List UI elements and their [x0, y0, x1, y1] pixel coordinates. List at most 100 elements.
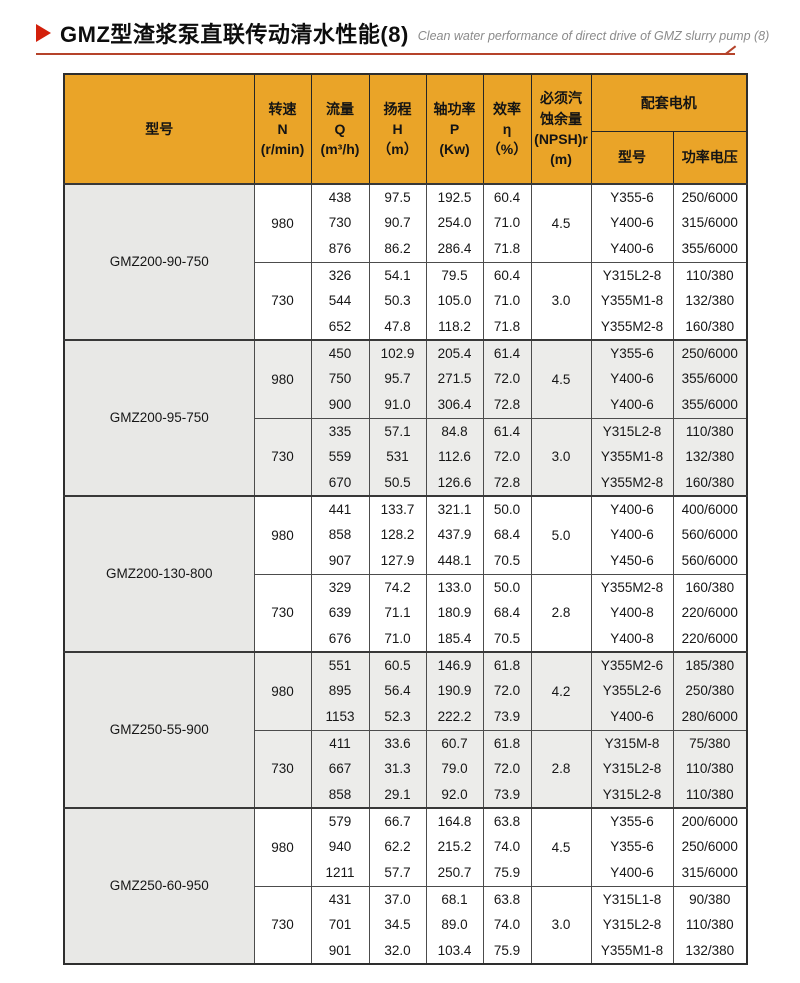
- motor-power-voltage-cell: 355/6000: [672, 236, 748, 262]
- head-cell: 91.0: [368, 392, 427, 418]
- table-row: 730 329 74.2 133.0 50.0 2.8 Y355M2-8 160/380: [64, 573, 748, 652]
- flow-cell: 438: [310, 183, 370, 210]
- motor-model-cell: Y355-6: [590, 834, 674, 860]
- npsh-cell: 2.8: [530, 729, 592, 808]
- table-row: 730 335 57.1 84.8 61.4 3.0 Y315L2-8 110/380: [64, 417, 748, 496]
- model-cell: GMZ250-55-900: [63, 651, 255, 808]
- table-row: 858 128.2 437.9 68.4 Y400-6 560/6000: [64, 522, 748, 548]
- table-row: 730 90.7 254.0 71.0 Y400-6 315/6000: [64, 210, 748, 236]
- motor-power-voltage-cell: 132/380: [672, 288, 748, 314]
- head-cell: 57.7: [368, 860, 427, 886]
- table-row: 639 71.1 180.9 68.4 Y400-8 220/6000: [64, 600, 748, 626]
- page-title: GMZ型渣浆泵直联传动清水性能(8): [60, 22, 409, 47]
- speed-cell: 730: [253, 261, 312, 340]
- table-row: 652 47.8 118.2 71.8 Y355M2-8 160/380: [64, 314, 748, 340]
- motor-power-voltage-cell: 220/6000: [672, 600, 748, 626]
- flow-cell: 858: [310, 522, 370, 548]
- performance-table: 型号 转速 N (r/min) 流量 Q (m³/h) 扬程 H （m） 轴功率…: [63, 73, 748, 965]
- efficiency-cell: 61.8: [482, 651, 532, 678]
- flow-cell: 895: [310, 678, 370, 704]
- table-row: 1211 57.7 250.7 75.9 Y400-6 315/6000: [64, 860, 748, 886]
- flow-cell: 1211: [310, 860, 370, 886]
- header-efficiency: 效率 η （%）: [482, 73, 532, 185]
- table-row: 940 62.2 215.2 74.0 Y355-6 250/6000: [64, 834, 748, 860]
- flow-cell: 326: [310, 261, 370, 288]
- efficiency-cell: 72.0: [482, 366, 532, 392]
- npsh-cell: 3.0: [530, 417, 592, 496]
- motor-power-voltage-cell: 355/6000: [672, 392, 748, 418]
- flow-cell: 876: [310, 236, 370, 262]
- power-cell: 133.0: [425, 573, 484, 600]
- head-cell: 95.7: [368, 366, 427, 392]
- power-cell: 271.5: [425, 366, 484, 392]
- power-cell: 185.4: [425, 626, 484, 652]
- head-cell: 52.3: [368, 704, 427, 730]
- efficiency-cell: 71.8: [482, 314, 532, 340]
- power-cell: 250.7: [425, 860, 484, 886]
- motor-model-cell: Y355M1-8: [590, 938, 674, 964]
- speed-cell: 730: [253, 729, 312, 808]
- motor-power-voltage-cell: 560/6000: [672, 522, 748, 548]
- motor-model-cell: Y355M2-8: [590, 573, 674, 600]
- head-cell: 47.8: [368, 314, 427, 340]
- head-cell: 50.5: [368, 470, 427, 496]
- efficiency-cell: 50.0: [482, 573, 532, 600]
- flow-cell: 639: [310, 600, 370, 626]
- table-row: 1153 52.3 222.2 73.9 Y400-6 280/6000: [64, 704, 748, 730]
- motor-model-cell: Y315L2-8: [590, 261, 674, 288]
- head-cell: 127.9: [368, 548, 427, 574]
- flow-cell: 551: [310, 651, 370, 678]
- power-cell: 79.5: [425, 261, 484, 288]
- efficiency-cell: 61.8: [482, 729, 532, 756]
- motor-model-cell: Y355M2-6: [590, 651, 674, 678]
- power-cell: 222.2: [425, 704, 484, 730]
- npsh-cell: 5.0: [530, 495, 592, 574]
- flow-cell: 335: [310, 417, 370, 444]
- motor-power-voltage-cell: 132/380: [672, 444, 748, 470]
- power-cell: 205.4: [425, 339, 484, 366]
- power-cell: 79.0: [425, 756, 484, 782]
- header-model: 型号: [63, 73, 255, 185]
- flow-cell: 652: [310, 314, 370, 340]
- motor-model-cell: Y355-6: [590, 339, 674, 366]
- motor-model-cell: Y400-6: [590, 495, 674, 522]
- motor-model-cell: Y400-6: [590, 704, 674, 730]
- flow-cell: 667: [310, 756, 370, 782]
- efficiency-cell: 73.9: [482, 782, 532, 808]
- motor-power-voltage-cell: 280/6000: [672, 704, 748, 730]
- flow-cell: 750: [310, 366, 370, 392]
- motor-model-cell: Y400-8: [590, 600, 674, 626]
- flow-cell: 670: [310, 470, 370, 496]
- efficiency-cell: 72.0: [482, 678, 532, 704]
- header-head: 扬程 H （m）: [368, 73, 427, 185]
- motor-power-voltage-cell: 200/6000: [672, 807, 748, 834]
- motor-model-cell: Y355-6: [590, 183, 674, 210]
- head-cell: 74.2: [368, 573, 427, 600]
- speed-cell: 980: [253, 495, 312, 574]
- motor-power-voltage-cell: 250/380: [672, 678, 748, 704]
- efficiency-cell: 75.9: [482, 860, 532, 886]
- power-cell: 286.4: [425, 236, 484, 262]
- head-cell: 128.2: [368, 522, 427, 548]
- flow-cell: 901: [310, 938, 370, 964]
- efficiency-cell: 68.4: [482, 522, 532, 548]
- model-cell: GMZ200-130-800: [63, 495, 255, 652]
- power-cell: 103.4: [425, 938, 484, 964]
- table-row: 876 86.2 286.4 71.8 Y400-6 355/6000: [64, 236, 748, 262]
- head-cell: 60.5: [368, 651, 427, 678]
- flow-cell: 450: [310, 339, 370, 366]
- npsh-cell: 4.5: [530, 183, 592, 262]
- header-flow: 流量 Q (m³/h): [310, 73, 370, 185]
- head-cell: 102.9: [368, 339, 427, 366]
- power-cell: 105.0: [425, 288, 484, 314]
- efficiency-cell: 70.5: [482, 626, 532, 652]
- model-cell: GMZ200-95-750: [63, 339, 255, 496]
- flow-cell: 701: [310, 912, 370, 938]
- efficiency-cell: 50.0: [482, 495, 532, 522]
- efficiency-cell: 72.0: [482, 756, 532, 782]
- npsh-cell: 4.5: [530, 339, 592, 418]
- table-row: 907 127.9 448.1 70.5 Y450-6 560/6000: [64, 548, 748, 574]
- table-row: 895 56.4 190.9 72.0 Y355L2-6 250/380: [64, 678, 748, 704]
- head-cell: 97.5: [368, 183, 427, 210]
